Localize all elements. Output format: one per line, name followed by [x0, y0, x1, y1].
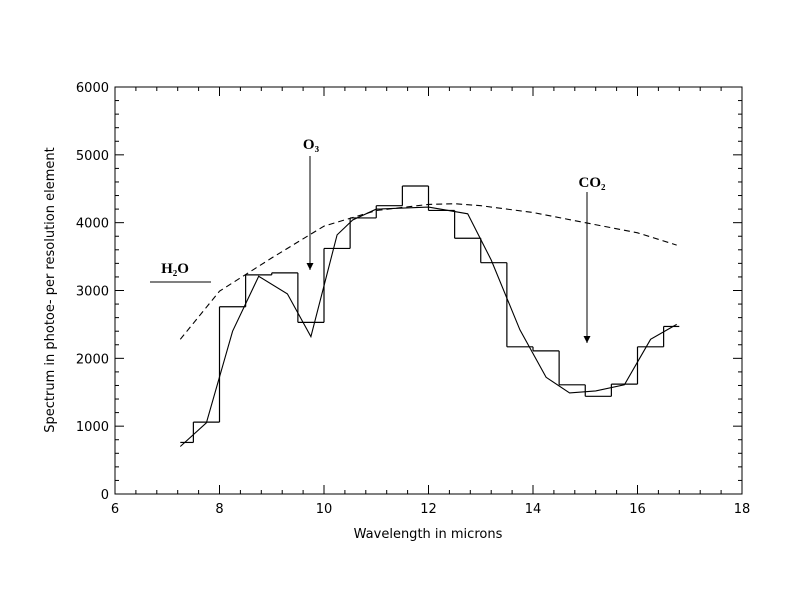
- y-tick-label: 5000: [76, 149, 109, 164]
- y-tick-label: 1000: [76, 420, 109, 435]
- dashed-line: [179, 203, 677, 340]
- plot-frame: [114, 86, 743, 495]
- x-tick-label: 14: [525, 502, 542, 517]
- y-axis-label: Spectrum in photoe- per resolution eleme…: [43, 147, 58, 432]
- annotation: O₃: [303, 137, 320, 153]
- annotation: CO₂: [579, 175, 607, 191]
- y-tick-label: 2000: [76, 352, 109, 367]
- x-axis-label: Wavelength in microns: [354, 527, 503, 542]
- line: [179, 206, 677, 447]
- x-tick-label: 6: [111, 502, 119, 517]
- x-tick-label: 10: [316, 502, 333, 517]
- x-tick-label: 8: [215, 502, 223, 517]
- annotation: H₂O: [161, 261, 189, 277]
- x-tick-label: 16: [629, 502, 646, 517]
- y-tick-label: 4000: [76, 217, 109, 232]
- y-tick-label: 0: [101, 488, 109, 503]
- x-tick-label: 18: [734, 502, 751, 517]
- y-tick-label: 6000: [76, 81, 109, 96]
- x-tick-label: 12: [420, 502, 437, 517]
- y-tick-label: 3000: [76, 285, 109, 300]
